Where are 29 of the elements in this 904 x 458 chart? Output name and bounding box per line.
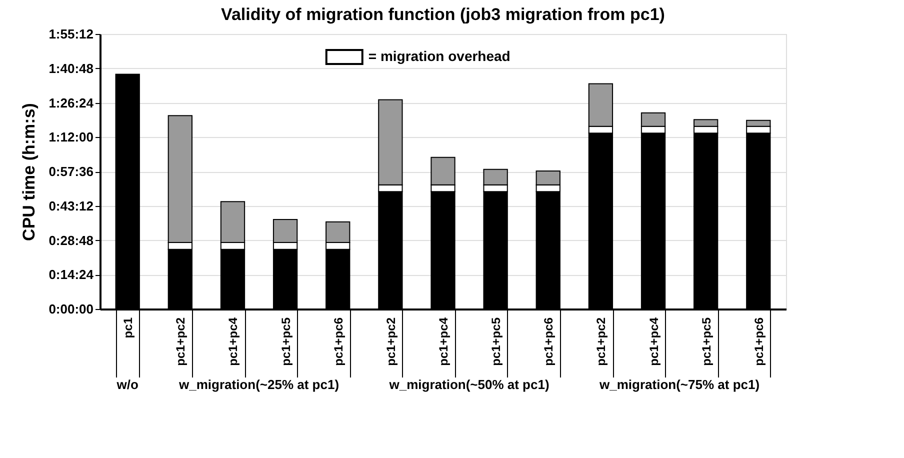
x-tick-label: pc1 — [121, 317, 136, 338]
legend-label: = migration overhead — [368, 48, 510, 64]
chart-title: Validity of migration function (job3 migration from pc1) — [221, 5, 665, 24]
x-tick-label: pc1+pc2 — [174, 317, 188, 366]
y-tick-label: 0:14:24 — [48, 267, 94, 282]
y-tick-label: 1:55:12 — [48, 26, 94, 42]
y-tick-label: 1:12:00 — [48, 130, 94, 145]
x-tick-label: pc1+pc2 — [594, 317, 608, 366]
y-tick-label: 0:43:12 — [48, 198, 94, 214]
y-tick-label: 0:28:48 — [48, 232, 94, 248]
x-tick-label: pc1+pc2 — [384, 317, 398, 366]
x-tick-label: pc1+pc4 — [226, 317, 240, 366]
x-tick-label: pc1+pc4 — [436, 317, 450, 366]
y-tick-label: 1:40:48 — [48, 60, 94, 76]
text: w/o — [116, 377, 138, 392]
y-axis-title: CPU time (h:m:s) — [20, 103, 39, 241]
y-tick-label: 0:00:00 — [48, 302, 94, 316]
y-tick-label: 0:57:36 — [48, 164, 94, 179]
x-tick-label: pc1+pc6 — [752, 317, 766, 366]
text: w_migration(~25% at pc1) — [178, 377, 340, 392]
x-tick-label: pc1+pc5 — [489, 317, 504, 366]
text: w_migration(~50% at pc1) — [388, 377, 550, 392]
x-tick-label: pc1+pc6 — [331, 317, 346, 366]
x-tick-label: pc1+pc6 — [542, 317, 556, 366]
y-tick-label: 1:26:24 — [48, 95, 94, 110]
x-tick-label: pc1+pc4 — [646, 317, 661, 366]
text: w_migration(~75% at pc1) — [598, 377, 760, 392]
x-tick-label: pc1+pc5 — [699, 317, 714, 366]
x-tick-label: pc1+pc5 — [278, 317, 293, 366]
